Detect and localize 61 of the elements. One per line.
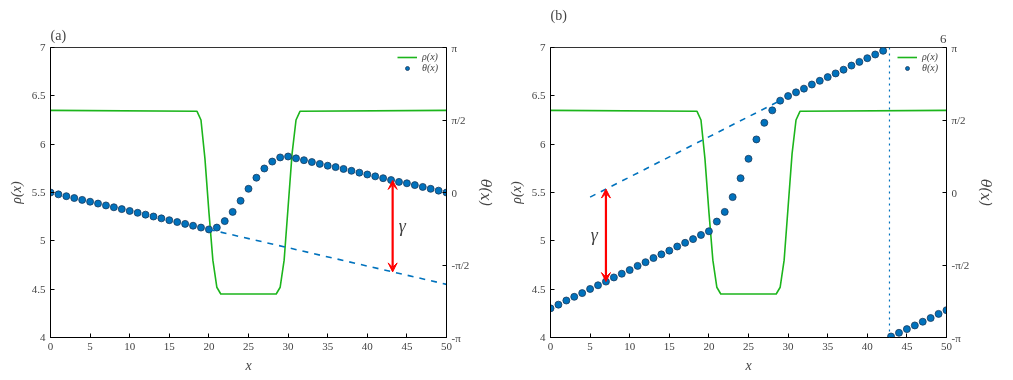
y-tick-label: 5.5 [31, 186, 46, 198]
x-tick-label: 10 [124, 339, 136, 352]
x-tick-label: 10 [624, 339, 636, 352]
y2-axis-title: θ(x) [477, 178, 494, 207]
legend-label: θ(x) [422, 62, 439, 73]
x-tick-label: 30 [782, 339, 795, 352]
x-tick-label: 20 [203, 339, 215, 352]
y-tick-label: 6 [540, 137, 546, 150]
y-tick-label: 6 [40, 137, 46, 150]
x-tick-label: 50 [441, 339, 453, 352]
annotation: γ [590, 225, 599, 246]
y-tick-label: 4.5 [531, 282, 546, 295]
x-tick-label: 50 [941, 339, 953, 352]
y-tick-label: 5 [540, 234, 546, 247]
chart-title: (b) [550, 7, 568, 24]
legend-label: ρ(x) [922, 51, 939, 62]
y-tick-label: 4.5 [31, 282, 46, 295]
chart-title: (a) [50, 27, 67, 44]
x-tick-label: 40 [361, 339, 374, 352]
y2-tick-label: π/2 [451, 114, 466, 126]
y-tick-label: 6.5 [531, 89, 546, 102]
x-tick-label: 35 [322, 339, 334, 352]
x-tick-label: 25 [243, 339, 255, 352]
x-tick-label: 15 [163, 339, 176, 352]
x-tick-label: 20 [703, 339, 715, 352]
x-axis-title: x [244, 357, 253, 373]
y-axis-title: ρ(x) [508, 181, 525, 205]
y-tick-label: 5.5 [531, 186, 546, 198]
y-tick-label: 4 [540, 331, 546, 343]
x-tick-label: 30 [282, 339, 295, 352]
y2-tick-label: -π [951, 331, 962, 344]
y2-tick-label: π [451, 41, 458, 54]
text: 6 [940, 30, 947, 46]
annotation: γ [398, 216, 407, 237]
x-tick-label: 0 [47, 339, 54, 352]
x-axis-title: x [744, 357, 753, 373]
y2-tick-label: 0 [451, 186, 458, 199]
y2-tick-label: -π [451, 331, 462, 344]
y2-tick-label: π/2 [951, 114, 966, 126]
y2-axis-title: θ(x) [977, 178, 994, 207]
x-tick-label: 45 [901, 339, 913, 352]
y-tick-label: 5 [40, 234, 46, 247]
legend-label: ρ(x) [422, 51, 439, 62]
x-tick-label: 25 [743, 339, 755, 352]
x-tick-label: 5 [87, 339, 94, 352]
x-tick-label: 40 [861, 339, 874, 352]
x-tick-label: 45 [401, 339, 413, 352]
y-tick-label: 4 [40, 331, 46, 343]
y-tick-label: 7 [540, 41, 546, 53]
x-tick-label: 0 [547, 339, 554, 352]
y-axis-title: ρ(x) [8, 181, 25, 205]
x-tick-label: 15 [663, 339, 676, 352]
y2-tick-label: 0 [951, 186, 958, 199]
y2-tick-label: -π/2 [451, 259, 470, 271]
legend-label: θ(x) [922, 62, 939, 73]
y2-tick-label: π [951, 41, 958, 54]
y2-tick-label: -π/2 [951, 259, 970, 271]
x-tick-label: 5 [587, 339, 594, 352]
y-tick-label: 7 [40, 41, 46, 53]
y-tick-label: 6.5 [31, 89, 46, 102]
x-tick-label: 35 [822, 339, 834, 352]
